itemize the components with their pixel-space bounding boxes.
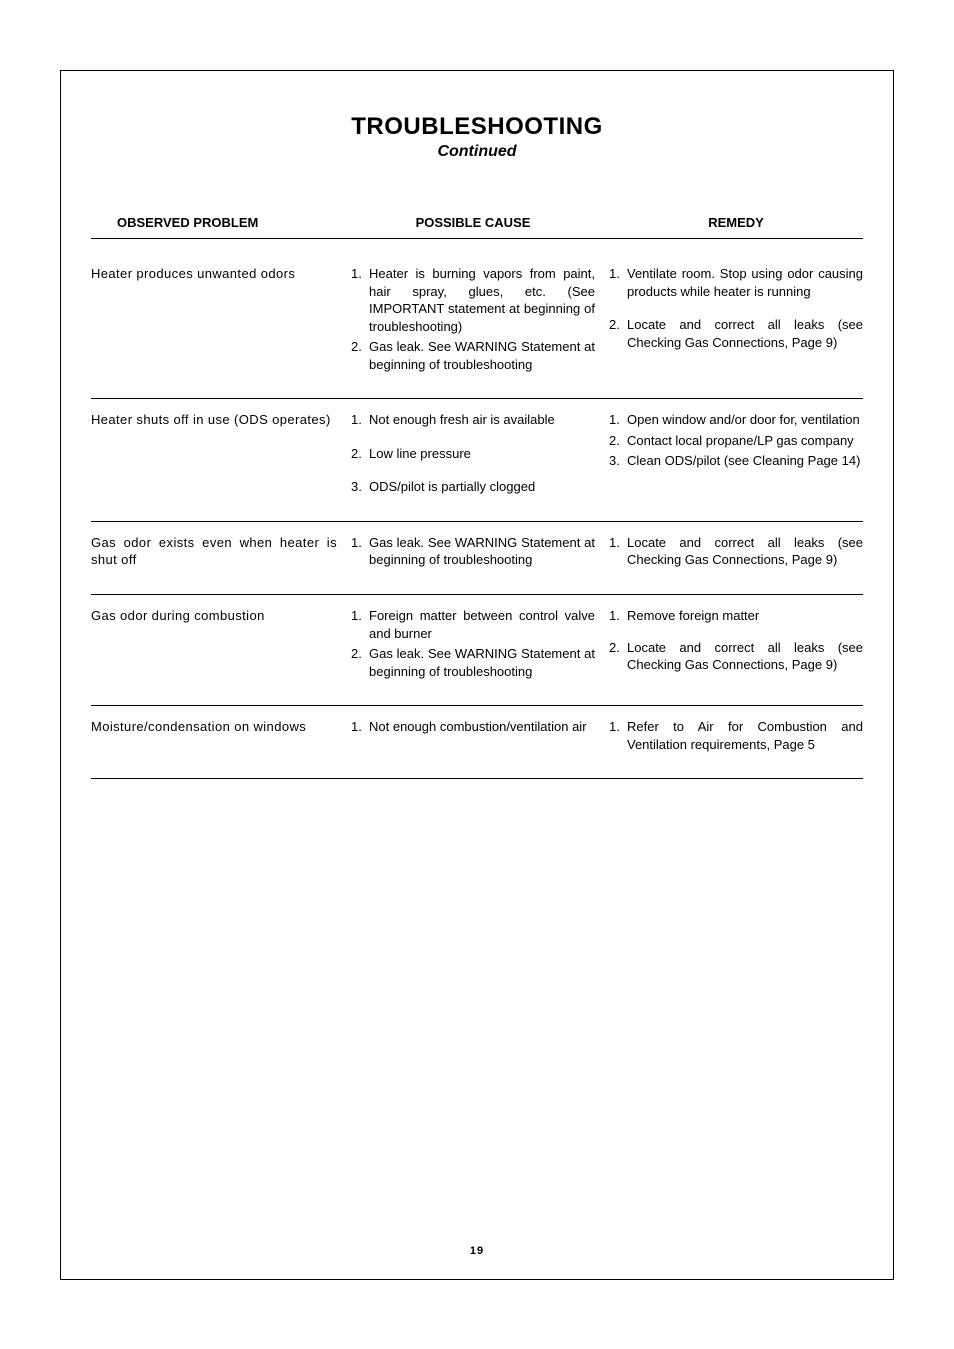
problem-cell: Moisture/condensation on windows [91,718,351,756]
table-row: Gas odor during combustion 1. Foreign ma… [91,595,863,706]
remedy-cell: 1. Remove foreign matter 2. Locate and c… [609,607,863,683]
item-number: 1. [351,265,369,335]
item-text: Gas leak. See WARNING Statement at begin… [369,534,595,569]
item-number: 2. [609,432,627,450]
list-item: 1. Remove foreign matter [609,607,863,625]
item-text: Refer to Air for Combustion and Ventilat… [627,718,863,753]
table-row: Heater shuts off in use (ODS operates) 1… [91,399,863,522]
header-remedy: REMEDY [609,215,863,230]
remedy-cell: 1. Refer to Air for Combustion and Venti… [609,718,863,756]
cause-cell: 1. Gas leak. See WARNING Statement at be… [351,534,609,572]
header-possible-cause: POSSIBLE CAUSE [351,215,609,230]
cause-cell: 1. Not enough fresh air is available 2. … [351,411,609,499]
list-item: 1. Open window and/or door for, ventilat… [609,411,863,429]
list-item: 3. ODS/pilot is partially clogged [351,478,595,496]
item-text: Open window and/or door for, ventilation [627,411,863,429]
problem-cell: Heater produces unwanted odors [91,265,351,376]
item-number: 1. [609,607,627,625]
page-title: TROUBLESHOOTING [91,113,863,141]
list-item: 1. Ventilate room. Stop using odor causi… [609,265,863,300]
item-text: Ventilate room. Stop using odor causing … [627,265,863,300]
item-text: Locate and correct all leaks (see Checki… [627,534,863,569]
problem-cell: Gas odor exists even when heater is shut… [91,534,351,572]
item-text: Locate and correct all leaks (see Checki… [627,316,863,351]
item-text: Low line pressure [369,445,595,463]
item-number: 2. [351,338,369,373]
header-observed-problem: OBSERVED PROBLEM [91,215,351,230]
item-text: Not enough fresh air is available [369,411,595,429]
problem-cell: Gas odor during combustion [91,607,351,683]
item-text: Remove foreign matter [627,607,863,625]
item-number: 2. [351,645,369,680]
item-text: Gas leak. See WARNING Statement at begin… [369,338,595,373]
item-number: 2. [609,639,627,674]
page-subtitle: Continued [91,143,863,161]
cause-cell: 1. Foreign matter between control valve … [351,607,609,683]
item-number: 1. [351,411,369,429]
list-item: 2. Locate and correct all leaks (see Che… [609,639,863,674]
list-item: 1. Foreign matter between control valve … [351,607,595,642]
list-item: 2. Contact local propane/LP gas company [609,432,863,450]
list-item: 1. Heater is burning vapors from paint, … [351,265,595,335]
table-row: Heater produces unwanted odors 1. Heater… [91,253,863,399]
list-item: 3. Clean ODS/pilot (see Cleaning Page 14… [609,452,863,470]
list-item: 2. Low line pressure [351,445,595,463]
item-text: Heater is burning vapors from paint, hai… [369,265,595,335]
item-number: 1. [351,534,369,569]
list-item: 2. Gas leak. See WARNING Statement at be… [351,338,595,373]
item-number: 1. [351,718,369,736]
item-number: 2. [351,445,369,463]
cause-cell: 1. Not enough combustion/ventilation air [351,718,609,756]
list-item: 2. Gas leak. See WARNING Statement at be… [351,645,595,680]
item-number: 1. [609,411,627,429]
content-frame: TROUBLESHOOTING Continued OBSERVED PROBL… [60,70,894,1280]
item-number: 2. [609,316,627,351]
item-text: Foreign matter between control valve and… [369,607,595,642]
table-row: Gas odor exists even when heater is shut… [91,522,863,595]
list-item: 1. Not enough fresh air is available [351,411,595,429]
page: TROUBLESHOOTING Continued OBSERVED PROBL… [0,0,954,1349]
item-number: 1. [351,607,369,642]
item-number: 1. [609,718,627,753]
cause-cell: 1. Heater is burning vapors from paint, … [351,265,609,376]
item-text: ODS/pilot is partially clogged [369,478,595,496]
table-header-row: OBSERVED PROBLEM POSSIBLE CAUSE REMEDY [91,215,863,239]
item-text: Clean ODS/pilot (see Cleaning Page 14) [627,452,863,470]
remedy-cell: 1. Ventilate room. Stop using odor causi… [609,265,863,376]
list-item: 2. Locate and correct all leaks (see Che… [609,316,863,351]
remedy-cell: 1. Open window and/or door for, ventilat… [609,411,863,499]
item-text: Contact local propane/LP gas company [627,432,863,450]
problem-cell: Heater shuts off in use (ODS operates) [91,411,351,499]
item-number: 3. [351,478,369,496]
list-item: 1. Refer to Air for Combustion and Venti… [609,718,863,753]
page-number: 19 [61,1245,893,1257]
table-row: Moisture/condensation on windows 1. Not … [91,706,863,779]
item-number: 1. [609,265,627,300]
item-number: 1. [609,534,627,569]
list-item: 1. Gas leak. See WARNING Statement at be… [351,534,595,569]
item-text: Not enough combustion/ventilation air [369,718,595,736]
item-text: Gas leak. See WARNING Statement at begin… [369,645,595,680]
remedy-cell: 1. Locate and correct all leaks (see Che… [609,534,863,572]
item-number: 3. [609,452,627,470]
item-text: Locate and correct all leaks (see Checki… [627,639,863,674]
list-item: 1. Locate and correct all leaks (see Che… [609,534,863,569]
list-item: 1. Not enough combustion/ventilation air [351,718,595,736]
